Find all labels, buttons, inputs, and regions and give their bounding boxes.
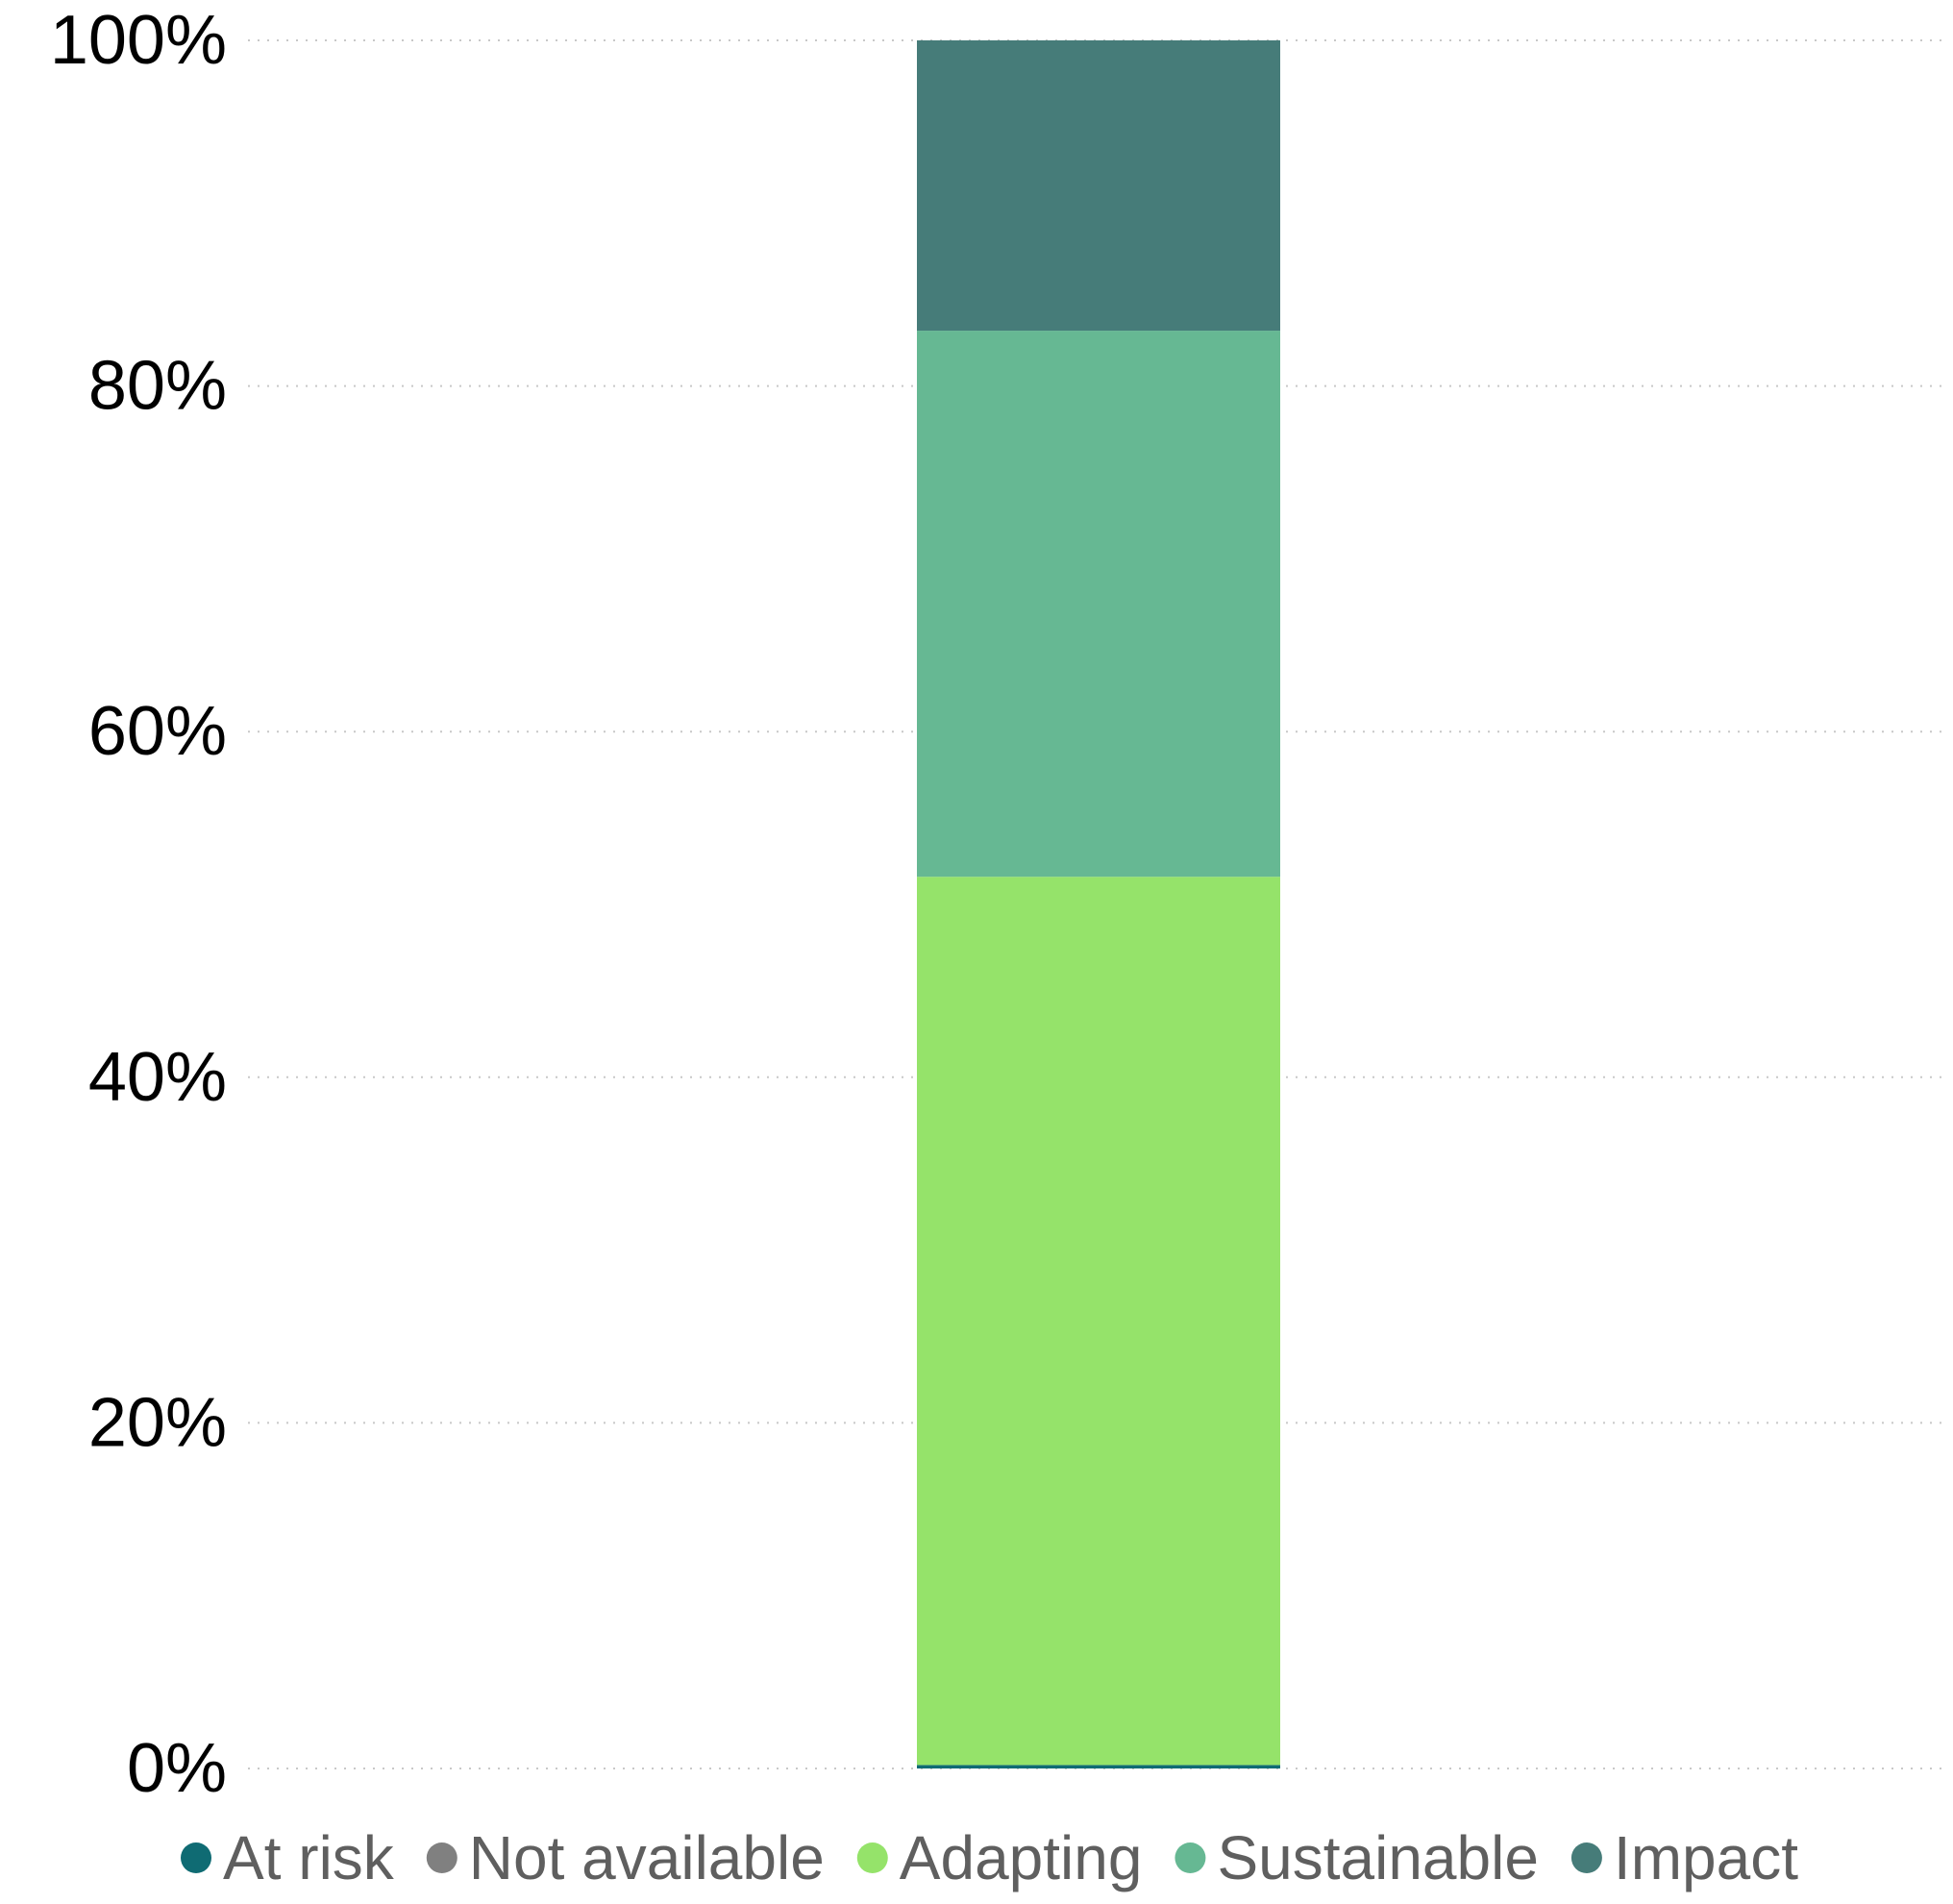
legend: At risk Not available Adapting Sustainable I… [181, 1823, 1798, 1892]
y-tick-label: 100% [50, 2, 227, 79]
legend-marker [1570, 1842, 1602, 1873]
y-tick-label: 40% [88, 1039, 227, 1116]
y-tick-label: 60% [88, 693, 227, 770]
legend-label: Sustainable [1217, 1823, 1538, 1892]
y-tick-label: 0% [127, 1730, 227, 1807]
bar-segment [917, 331, 1280, 878]
y-axis: 0% 20% 40% 60% 80% 100% [50, 2, 227, 1807]
bar-segment [917, 877, 1280, 1766]
bar-segment [917, 40, 1280, 332]
legend-label: Not available [469, 1823, 825, 1892]
legend-label: At risk [223, 1823, 395, 1892]
legend-marker [1174, 1842, 1206, 1873]
legend-marker [856, 1842, 888, 1873]
y-tick-label: 20% [88, 1384, 227, 1461]
legend-marker [181, 1842, 211, 1873]
legend-marker [426, 1842, 457, 1873]
legend-label: Adapting [900, 1823, 1143, 1892]
y-tick-label: 80% [88, 348, 227, 425]
bars [917, 40, 1280, 1768]
bar-segment [917, 1765, 1280, 1768]
legend-label: Impact [1614, 1823, 1798, 1892]
